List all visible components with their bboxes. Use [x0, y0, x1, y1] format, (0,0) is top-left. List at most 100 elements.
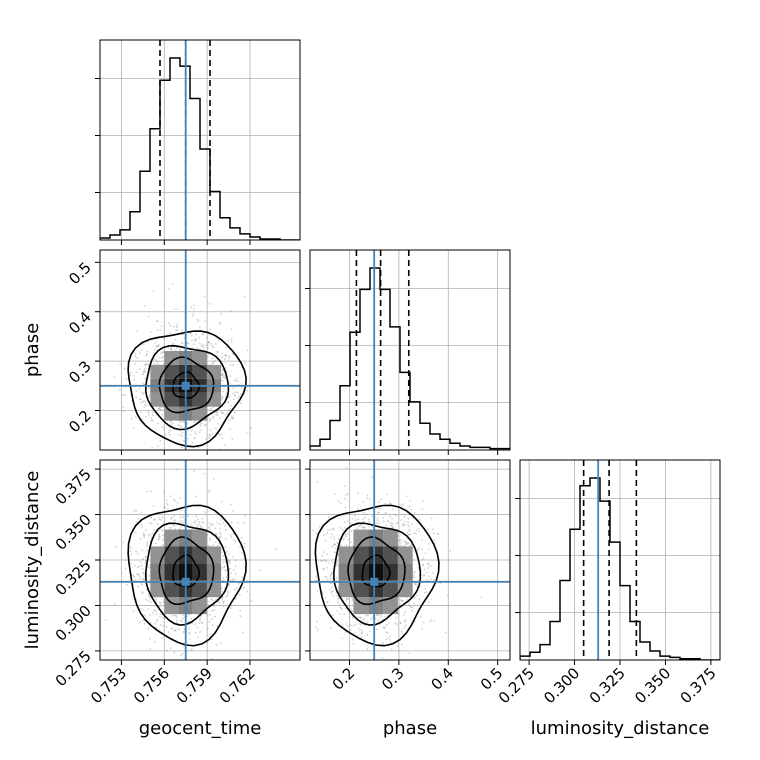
sample-point: [234, 395, 237, 397]
sample-point: [212, 346, 215, 349]
sample-point: [225, 346, 228, 349]
sample-point: [365, 614, 368, 617]
sample-point: [336, 601, 339, 604]
sample-point: [174, 629, 177, 632]
histogram-step-line: [100, 57, 300, 240]
sample-point: [207, 544, 210, 547]
sample-point: [173, 614, 176, 617]
sample-point: [339, 502, 342, 505]
sample-point: [209, 328, 212, 331]
sample-point: [408, 505, 410, 508]
sample-point: [145, 490, 148, 493]
sample-point: [209, 418, 212, 421]
sample-point: [211, 487, 213, 489]
density-block: [192, 597, 207, 615]
contour-line: [127, 504, 247, 647]
x-tick-label: 0.759: [173, 664, 216, 707]
density-block: [206, 580, 222, 598]
sample-point: [192, 521, 195, 524]
sample-point: [360, 616, 362, 619]
x-axis-label: geocent_time: [139, 718, 262, 739]
sample-point: [183, 440, 185, 442]
sample-point: [246, 590, 249, 593]
sample-point: [203, 295, 206, 298]
sample-point: [337, 538, 340, 540]
sample-point: [229, 310, 232, 313]
sample-point: [191, 334, 193, 337]
sample-point: [399, 541, 402, 544]
sample-point: [321, 554, 324, 557]
sample-point: [221, 352, 223, 355]
sample-point: [158, 538, 160, 541]
sample-point: [188, 631, 191, 634]
sample-point: [158, 406, 161, 409]
sample-point: [385, 524, 387, 527]
sample-point: [194, 421, 197, 423]
sample-point: [377, 619, 380, 622]
sample-point: [211, 523, 214, 526]
sample-point: [149, 534, 152, 536]
sample-point: [381, 657, 384, 659]
sample-point: [363, 617, 366, 620]
sample-point: [382, 642, 384, 645]
sample-point: [139, 398, 142, 400]
sample-point: [149, 638, 152, 640]
sample-point: [163, 522, 166, 524]
sample-point: [225, 576, 228, 579]
sample-point: [327, 528, 329, 531]
sample-point: [418, 530, 421, 533]
sample-point: [151, 532, 154, 535]
sample-point: [137, 585, 140, 588]
sample-point: [416, 548, 419, 551]
sample-point: [122, 410, 125, 412]
sample-point: [214, 599, 217, 602]
sample-point: [216, 350, 219, 353]
sample-point: [133, 509, 135, 512]
sample-point: [145, 354, 148, 357]
sample-point: [239, 615, 242, 618]
sample-point: [186, 422, 189, 424]
sample-point: [149, 331, 152, 334]
sample-point: [147, 410, 150, 413]
sample-point: [195, 333, 197, 336]
sample-point: [216, 521, 219, 524]
sample-point: [227, 560, 230, 562]
sample-point: [230, 503, 232, 506]
sample-point: [333, 535, 336, 538]
sample-point: [174, 338, 177, 341]
y-tick-label: 0.5: [65, 258, 95, 288]
sample-point: [357, 627, 360, 630]
sample-point: [328, 611, 331, 613]
sample-point: [222, 605, 225, 608]
sample-point: [385, 512, 387, 514]
sample-point: [151, 446, 153, 449]
sample-point: [334, 547, 337, 550]
sample-point: [408, 530, 411, 533]
sample-point: [140, 608, 142, 610]
contour-line: [172, 554, 201, 588]
sample-point: [219, 527, 222, 530]
sample-point: [342, 539, 345, 541]
sample-point: [398, 539, 401, 542]
sample-point: [150, 419, 153, 422]
sample-point: [218, 601, 221, 604]
sample-point: [420, 548, 423, 551]
sample-point: [336, 564, 339, 567]
sample-point: [401, 632, 404, 635]
sample-point: [135, 521, 138, 524]
sample-point: [238, 395, 241, 398]
sample-point: [378, 500, 381, 503]
sample-point: [191, 441, 194, 444]
sample-point: [418, 546, 421, 549]
sample-point: [140, 511, 143, 514]
sample-point: [422, 621, 425, 624]
sample-point: [161, 529, 164, 532]
sample-point: [242, 631, 244, 634]
sample-point: [329, 577, 332, 580]
sample-point: [222, 390, 225, 393]
density-block: [206, 364, 222, 379]
sample-point: [147, 599, 150, 602]
sample-point: [336, 542, 339, 544]
sample-point: [136, 573, 138, 576]
